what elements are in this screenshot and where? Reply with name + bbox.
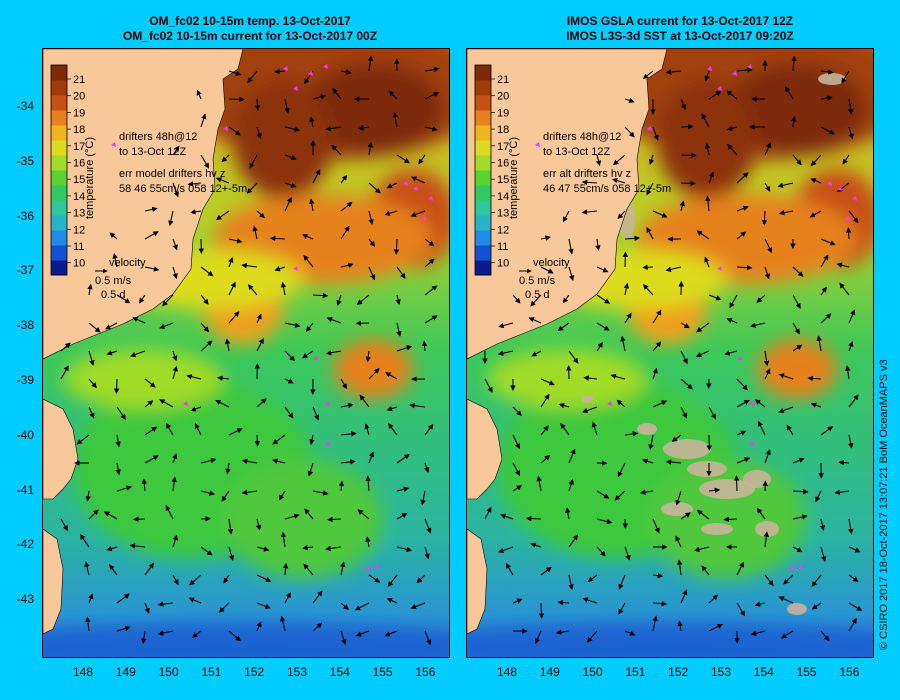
drifters-legend-line2: to 13-Oct 12Z — [543, 146, 611, 158]
colorbar-tick: 16 — [73, 158, 85, 170]
longitude-tick: 150 — [582, 665, 603, 679]
model-map-svg: 21 20 19 18 17 16 15 14 13 12 11 10 temperature (°C)… — [43, 49, 449, 657]
latitude-tick: -39 — [16, 373, 34, 387]
drifter-legend-icon — [535, 142, 540, 147]
left-title-line2: OM_fc02 10-15m current for 13-Oct-2017 0… — [122, 29, 378, 43]
colorbar-tick: 15 — [73, 174, 85, 186]
error-stats-line2: 58 46 55cm/s 058 12+-5m — [119, 183, 247, 195]
velocity-scale-duration: 0.5 d — [525, 289, 549, 301]
colorbar-tick: 21 — [73, 74, 85, 86]
copyright-note: © CSIRO 2017 18-Oct-2017 13:07:21 BoM Oc… — [878, 359, 890, 650]
latitude-tick: -43 — [16, 592, 34, 607]
velocity-legend-label: velocity — [109, 257, 146, 269]
satellite-map-svg: 21 20 19 18 17 16 15 14 13 12 11 10 temperature (°C)… — [467, 49, 873, 657]
colorbar-tick: 14 — [497, 191, 509, 203]
longitude-tick: 152 — [668, 665, 689, 679]
colorbar-tick: 12 — [73, 224, 85, 236]
colorbar-tick: 10 — [497, 258, 509, 270]
colorbar-tick: 19 — [73, 107, 85, 119]
colorbar-tick: 12 — [497, 224, 509, 236]
colorbar-tick: 13 — [497, 208, 509, 220]
longitude-tick: 155 — [796, 665, 817, 679]
longitude-tick: 154 — [753, 665, 774, 679]
error-stats-line2: 46 47 55cm/s 058 12+-5m — [543, 183, 671, 195]
latitude-tick: -36 — [16, 208, 34, 223]
drifters-legend-line1: drifters 48h@12 — [543, 131, 621, 143]
colorbar-tick: 19 — [497, 107, 509, 119]
longitude-tick: 150 — [158, 665, 179, 679]
longitude-tick: 151 — [201, 665, 222, 679]
drifter-legend-icon — [111, 142, 116, 147]
colorbar-tick: 20 — [497, 91, 509, 103]
flinders-island — [43, 398, 79, 500]
colorbar-tick: 18 — [497, 124, 509, 136]
model-temperature-map[interactable]: 21 20 19 18 17 16 15 14 13 12 11 10 temperature (°C)… — [42, 48, 450, 658]
longitude-tick: 149 — [115, 665, 136, 679]
error-stats-line1: err model drifters hv z — [119, 168, 225, 180]
left-title-line1: OM_fc02 10-15m temp. 13-Oct-2017 — [149, 14, 351, 28]
colorbar-tick: 21 — [497, 74, 509, 86]
longitude-tick: 148 — [72, 665, 94, 679]
latitude-tick: -35 — [16, 153, 34, 168]
colorbar-tick: 10 — [73, 258, 85, 270]
colorbar-tick: 20 — [73, 91, 85, 103]
drifter-tracks — [183, 64, 433, 571]
colorbar-tick: 14 — [73, 191, 85, 203]
temperature-colorbar: 21 20 19 18 17 16 15 14 13 12 11 10 temperature (°C) — [474, 64, 520, 276]
longitude-tick: 149 — [539, 665, 560, 679]
longitude-tick: 148 — [496, 665, 518, 679]
current-vectors — [60, 55, 440, 646]
current-vectors — [482, 55, 863, 645]
velocity-scale-speed: 0.5 m/s — [519, 275, 556, 287]
flinders-island — [467, 398, 503, 500]
right-panel-title: IMOS GSLA current for 13-Oct-2017 12Z IM… — [480, 14, 880, 46]
latitude-tick: -41 — [16, 482, 34, 497]
longitude-tick: 156 — [415, 665, 436, 679]
land-mainland — [43, 49, 244, 360]
right-title-line1: IMOS GSLA current for 13-Oct-2017 12Z — [566, 14, 794, 28]
longitude-tick: 156 — [839, 665, 860, 679]
tasmania-coast — [43, 528, 64, 635]
cloud-gaps — [581, 73, 846, 615]
error-stats-line1: err alt drifters hv z — [543, 168, 631, 180]
colorbar-tick: 18 — [73, 124, 85, 136]
colorbar-tick: 17 — [73, 141, 85, 153]
longitude-tick: 154 — [329, 665, 350, 679]
tasmania-coast — [467, 528, 488, 635]
land-mainland — [467, 49, 668, 360]
left-panel-title: OM_fc02 10-15m temp. 13-Oct-2017 OM_fc02… — [60, 14, 440, 46]
drifters-legend-line1: drifters 48h@12 — [119, 131, 197, 143]
longitude-tick: 155 — [372, 665, 393, 679]
colorbar-tick: 17 — [497, 141, 509, 153]
latitude-tick: -42 — [16, 537, 34, 552]
latitude-tick: -40 — [16, 427, 34, 442]
colorbar-tick: 11 — [497, 241, 508, 253]
latitude-tick: -38 — [16, 318, 34, 333]
right-title-line2: IMOS L3S-3d SST at 13-Oct-2017 09:20Z — [566, 29, 794, 43]
colorbar-tick: 11 — [73, 241, 84, 253]
drifters-legend-line2: to 13-Oct 12Z — [119, 146, 187, 158]
longitude-tick: 151 — [625, 665, 646, 679]
drifter-tracks — [607, 64, 857, 571]
velocity-scale-speed: 0.5 m/s — [95, 275, 132, 287]
longitude-tick: 152 — [244, 665, 265, 679]
satellite-sst-map[interactable]: 21 20 19 18 17 16 15 14 13 12 11 10 temperature (°C)… — [466, 48, 874, 658]
longitude-tick: 153 — [710, 665, 732, 679]
colorbar-label: temperature (°C) — [508, 137, 520, 219]
latitude-tick: -34 — [16, 99, 34, 113]
velocity-scale-duration: 0.5 d — [101, 289, 125, 301]
temperature-colorbar: 21 20 19 18 17 16 15 14 13 12 11 10 temperature (°C) — [50, 64, 96, 276]
latitude-tick: -37 — [16, 263, 34, 278]
colorbar-tick: 13 — [73, 208, 85, 220]
longitude-tick: 153 — [286, 665, 308, 679]
colorbar-tick: 16 — [497, 158, 509, 170]
colorbar-tick: 15 — [497, 174, 509, 186]
velocity-legend-label: velocity — [533, 257, 570, 269]
colorbar-label: temperature (°C) — [84, 137, 96, 219]
